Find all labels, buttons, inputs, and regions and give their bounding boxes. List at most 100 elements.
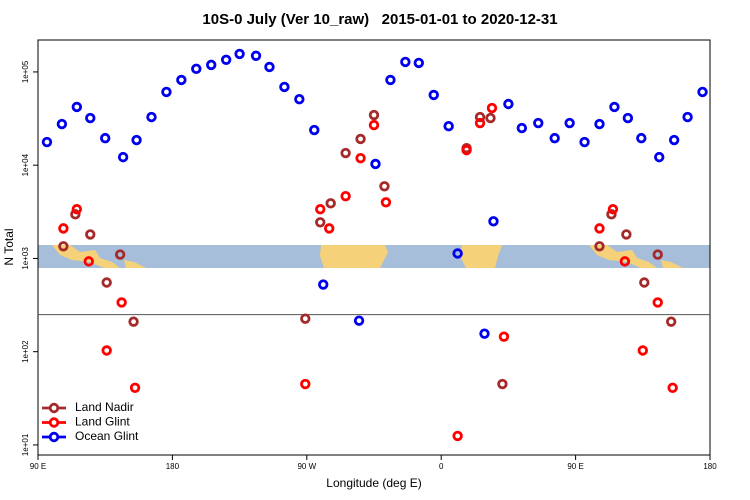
point bbox=[117, 151, 129, 163]
point bbox=[485, 112, 496, 124]
point bbox=[428, 89, 439, 101]
point bbox=[70, 209, 81, 220]
y-axis-label: N Total bbox=[2, 228, 16, 265]
point bbox=[114, 249, 126, 260]
point bbox=[474, 111, 486, 123]
point bbox=[355, 133, 366, 145]
legend-label: Land Nadir bbox=[75, 400, 134, 414]
point bbox=[413, 57, 424, 69]
point bbox=[41, 136, 53, 148]
point bbox=[128, 316, 139, 327]
point bbox=[697, 86, 708, 98]
point bbox=[621, 229, 632, 240]
legend-marker bbox=[48, 431, 60, 443]
x-tick-label: 180 bbox=[703, 462, 717, 471]
point bbox=[176, 74, 187, 86]
point bbox=[652, 249, 663, 260]
x-tick-label: 180 bbox=[166, 462, 180, 471]
point bbox=[206, 59, 217, 71]
point bbox=[516, 122, 528, 134]
point bbox=[318, 279, 329, 290]
point bbox=[340, 147, 351, 159]
x-axis-label: Longitude (deg E) bbox=[326, 476, 421, 490]
legend-label: Land Glint bbox=[75, 415, 130, 429]
point bbox=[264, 61, 275, 73]
point bbox=[479, 328, 490, 339]
point bbox=[99, 132, 111, 144]
point bbox=[400, 56, 411, 68]
point bbox=[665, 316, 677, 327]
point bbox=[161, 86, 172, 98]
point bbox=[368, 109, 380, 121]
point bbox=[636, 132, 647, 144]
point bbox=[564, 117, 575, 129]
point bbox=[594, 241, 605, 252]
legend-marker bbox=[48, 417, 60, 428]
point bbox=[315, 217, 326, 228]
point bbox=[353, 315, 365, 326]
point bbox=[234, 48, 245, 60]
point bbox=[667, 382, 678, 393]
point bbox=[83, 256, 94, 267]
point bbox=[131, 134, 142, 146]
point bbox=[191, 63, 202, 75]
point bbox=[609, 101, 620, 113]
legend-marker bbox=[48, 402, 60, 414]
point bbox=[503, 98, 514, 110]
point bbox=[639, 277, 650, 288]
point bbox=[549, 132, 560, 144]
point bbox=[300, 378, 311, 390]
point bbox=[58, 241, 69, 252]
point bbox=[325, 198, 336, 209]
point bbox=[279, 81, 290, 93]
x-tick-label: 90 E bbox=[30, 462, 46, 471]
point bbox=[486, 102, 498, 114]
chart-title: 10S-0 July (Ver 10_raw) 2015-01-01 to 20… bbox=[202, 11, 557, 28]
point bbox=[85, 229, 96, 240]
y-tick-label: 1e+04 bbox=[21, 153, 30, 176]
x-tick-label: 90 W bbox=[297, 462, 316, 471]
point bbox=[637, 345, 648, 356]
point bbox=[146, 111, 157, 123]
point bbox=[452, 430, 463, 442]
x-tick-label: 90 E bbox=[567, 462, 583, 471]
y-tick-label: 1e+01 bbox=[21, 433, 30, 456]
point bbox=[682, 111, 693, 123]
point bbox=[294, 94, 305, 105]
point bbox=[71, 101, 83, 113]
point bbox=[497, 378, 508, 390]
map-strip bbox=[38, 245, 710, 268]
point bbox=[85, 112, 96, 124]
point bbox=[619, 256, 631, 267]
point bbox=[498, 331, 510, 342]
point bbox=[607, 204, 619, 215]
point bbox=[622, 112, 634, 124]
point bbox=[443, 120, 454, 132]
legend-label: Ocean Glint bbox=[75, 429, 139, 443]
point bbox=[654, 151, 665, 163]
point bbox=[324, 223, 335, 234]
point bbox=[652, 297, 663, 308]
point bbox=[220, 54, 232, 65]
point bbox=[368, 119, 380, 131]
x-tick-label: 0 bbox=[439, 462, 444, 471]
point bbox=[474, 117, 486, 129]
point bbox=[488, 216, 499, 227]
point bbox=[385, 74, 396, 86]
point bbox=[452, 248, 463, 259]
point bbox=[355, 152, 366, 164]
point bbox=[606, 209, 617, 220]
point bbox=[101, 345, 112, 356]
point bbox=[250, 50, 262, 61]
point bbox=[461, 144, 472, 156]
y-tick-label: 1e+03 bbox=[21, 247, 30, 270]
plot-frame bbox=[37, 39, 711, 456]
point bbox=[101, 277, 112, 288]
point bbox=[594, 223, 605, 234]
point bbox=[129, 382, 141, 393]
point bbox=[533, 117, 544, 129]
y-tick-label: 1e+05 bbox=[21, 60, 30, 83]
point bbox=[594, 118, 605, 130]
point bbox=[668, 134, 680, 146]
